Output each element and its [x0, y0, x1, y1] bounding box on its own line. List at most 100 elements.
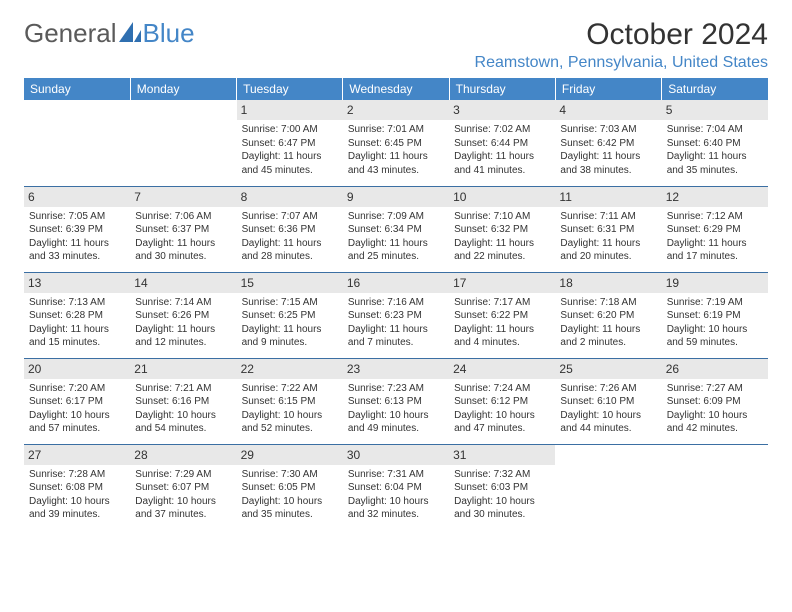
- logo: General Blue: [24, 18, 195, 49]
- calendar-cell: 6 Sunrise: 7:05 AMSunset: 6:39 PMDaylight…: [24, 186, 130, 272]
- day-number: 25: [555, 359, 661, 379]
- sunset-line: Sunset: 6:45 PM: [348, 137, 444, 151]
- sunset-line: Sunset: 6:20 PM: [560, 309, 656, 323]
- sunset-line: Sunset: 6:04 PM: [348, 481, 444, 495]
- daylight-line: Daylight: 11 hours and 41 minutes.: [454, 150, 550, 177]
- day-number: 30: [343, 445, 449, 465]
- daylight-line: Daylight: 11 hours and 7 minutes.: [348, 323, 444, 350]
- calendar-cell: 5Sunrise: 7:04 AMSunset: 6:40 PMDaylight…: [662, 100, 768, 186]
- day-number: 6: [24, 187, 130, 207]
- daylight-line: Daylight: 11 hours and 15 minutes.: [29, 323, 125, 350]
- day-number: 26: [662, 359, 768, 379]
- sunset-line: Sunset: 6:36 PM: [242, 223, 338, 237]
- calendar-cell: 16Sunrise: 7:16 AMSunset: 6:23 PMDayligh…: [343, 272, 449, 358]
- day-number: 16: [343, 273, 449, 293]
- sunset-line: Sunset: 6:29 PM: [667, 223, 763, 237]
- sunrise-line: Sunrise: 7:14 AM: [135, 296, 231, 310]
- day-number-empty: [130, 100, 236, 120]
- daylight-line: Daylight: 11 hours and 45 minutes.: [242, 150, 338, 177]
- sunrise-line: Sunrise: 7:21 AM: [135, 382, 231, 396]
- sunset-line: Sunset: 6:17 PM: [29, 395, 125, 409]
- day-number: 29: [237, 445, 343, 465]
- sunset-line: Sunset: 6:16 PM: [135, 395, 231, 409]
- calendar-cell: 15Sunrise: 7:15 AMSunset: 6:25 PMDayligh…: [237, 272, 343, 358]
- day-number: 19: [662, 273, 768, 293]
- calendar-cell: 10Sunrise: 7:10 AMSunset: 6:32 PMDayligh…: [449, 186, 555, 272]
- calendar-cell: [130, 100, 236, 186]
- calendar-cell: 14Sunrise: 7:14 AMSunset: 6:26 PMDayligh…: [130, 272, 236, 358]
- sunrise-line: Sunrise: 7:22 AM: [242, 382, 338, 396]
- logo-sail-icon: [119, 18, 141, 49]
- daylight-line: Daylight: 10 hours and 35 minutes.: [242, 495, 338, 522]
- sunset-line: Sunset: 6:07 PM: [135, 481, 231, 495]
- day-number: 23: [343, 359, 449, 379]
- daylight-line: Daylight: 10 hours and 47 minutes.: [454, 409, 550, 436]
- day-number: 31: [449, 445, 555, 465]
- sunset-line: Sunset: 6:08 PM: [29, 481, 125, 495]
- calendar-cell: 25Sunrise: 7:26 AMSunset: 6:10 PMDayligh…: [555, 358, 661, 444]
- calendar-cell: 7Sunrise: 7:06 AMSunset: 6:37 PMDaylight…: [130, 186, 236, 272]
- sunrise-line: Sunrise: 7:23 AM: [348, 382, 444, 396]
- day-number: 1: [237, 100, 343, 120]
- sunset-line: Sunset: 6:32 PM: [454, 223, 550, 237]
- daylight-line: Daylight: 11 hours and 20 minutes.: [560, 237, 656, 264]
- sunset-line: Sunset: 6:42 PM: [560, 137, 656, 151]
- calendar-row: 6Sunrise: 7:05 AMSunset: 6:39 PMDaylight…: [24, 186, 768, 272]
- calendar-row: 27Sunrise: 7:28 AMSunset: 6:08 PMDayligh…: [24, 444, 768, 530]
- sunrise-line: Sunrise: 7:19 AM: [667, 296, 763, 310]
- sunset-line: Sunset: 6:15 PM: [242, 395, 338, 409]
- sunset-line: Sunset: 6:28 PM: [29, 309, 125, 323]
- calendar-cell: 3Sunrise: 7:02 AMSunset: 6:44 PMDaylight…: [449, 100, 555, 186]
- sunrise-line: Sunrise: 7:09 AM: [348, 210, 444, 224]
- sunset-line: Sunset: 6:13 PM: [348, 395, 444, 409]
- location: Reamstown, Pennsylvania, United States: [475, 54, 768, 72]
- day-number-empty: [662, 445, 768, 465]
- calendar-body: 1Sunrise: 7:00 AMSunset: 6:47 PMDaylight…: [24, 100, 768, 530]
- title-block: October 2024 Reamstown, Pennsylvania, Un…: [475, 18, 768, 72]
- calendar-head: SundayMondayTuesdayWednesdayThursdayFrid…: [24, 78, 768, 100]
- daylight-line: Daylight: 11 hours and 33 minutes.: [29, 237, 125, 264]
- day-number-empty: [555, 445, 661, 465]
- sunrise-line: Sunrise: 7:27 AM: [667, 382, 763, 396]
- day-number: 7: [130, 187, 236, 207]
- daylight-line: Daylight: 11 hours and 22 minutes.: [454, 237, 550, 264]
- sunset-line: Sunset: 6:47 PM: [242, 137, 338, 151]
- day-number: 17: [449, 273, 555, 293]
- sunset-line: Sunset: 6:39 PM: [29, 223, 125, 237]
- calendar-row: 13Sunrise: 7:13 AMSunset: 6:28 PMDayligh…: [24, 272, 768, 358]
- sunset-line: Sunset: 6:22 PM: [454, 309, 550, 323]
- calendar-cell: [24, 100, 130, 186]
- calendar-cell: 18Sunrise: 7:18 AMSunset: 6:20 PMDayligh…: [555, 272, 661, 358]
- sunset-line: Sunset: 6:23 PM: [348, 309, 444, 323]
- calendar-cell: 1Sunrise: 7:00 AMSunset: 6:47 PMDaylight…: [237, 100, 343, 186]
- calendar-cell: 31Sunrise: 7:32 AMSunset: 6:03 PMDayligh…: [449, 444, 555, 530]
- daylight-line: Daylight: 10 hours and 30 minutes.: [454, 495, 550, 522]
- month-title: October 2024: [475, 18, 768, 52]
- sunrise-line: Sunrise: 7:11 AM: [560, 210, 656, 224]
- daylight-line: Daylight: 11 hours and 43 minutes.: [348, 150, 444, 177]
- day-number: 2: [343, 100, 449, 120]
- day-number: 5: [662, 100, 768, 120]
- daylight-line: Daylight: 11 hours and 35 minutes.: [667, 150, 763, 177]
- daylight-line: Daylight: 10 hours and 54 minutes.: [135, 409, 231, 436]
- daylight-line: Daylight: 11 hours and 17 minutes.: [667, 237, 763, 264]
- sunset-line: Sunset: 6:12 PM: [454, 395, 550, 409]
- sunrise-line: Sunrise: 7:18 AM: [560, 296, 656, 310]
- day-header: Friday: [555, 78, 661, 100]
- calendar-cell: 11Sunrise: 7:11 AMSunset: 6:31 PMDayligh…: [555, 186, 661, 272]
- daylight-line: Daylight: 10 hours and 59 minutes.: [667, 323, 763, 350]
- sunrise-line: Sunrise: 7:12 AM: [667, 210, 763, 224]
- day-header: Sunday: [24, 78, 130, 100]
- day-number-empty: [24, 100, 130, 120]
- sunset-line: Sunset: 6:31 PM: [560, 223, 656, 237]
- day-number: 28: [130, 445, 236, 465]
- calendar-row: 1Sunrise: 7:00 AMSunset: 6:47 PMDaylight…: [24, 100, 768, 186]
- calendar-cell: 2Sunrise: 7:01 AMSunset: 6:45 PMDaylight…: [343, 100, 449, 186]
- day-number: 3: [449, 100, 555, 120]
- sunset-line: Sunset: 6:03 PM: [454, 481, 550, 495]
- daylight-line: Daylight: 11 hours and 28 minutes.: [242, 237, 338, 264]
- sunrise-line: Sunrise: 7:05 AM: [29, 210, 125, 224]
- daylight-line: Daylight: 11 hours and 12 minutes.: [135, 323, 231, 350]
- calendar-cell: 26Sunrise: 7:27 AMSunset: 6:09 PMDayligh…: [662, 358, 768, 444]
- daylight-line: Daylight: 10 hours and 37 minutes.: [135, 495, 231, 522]
